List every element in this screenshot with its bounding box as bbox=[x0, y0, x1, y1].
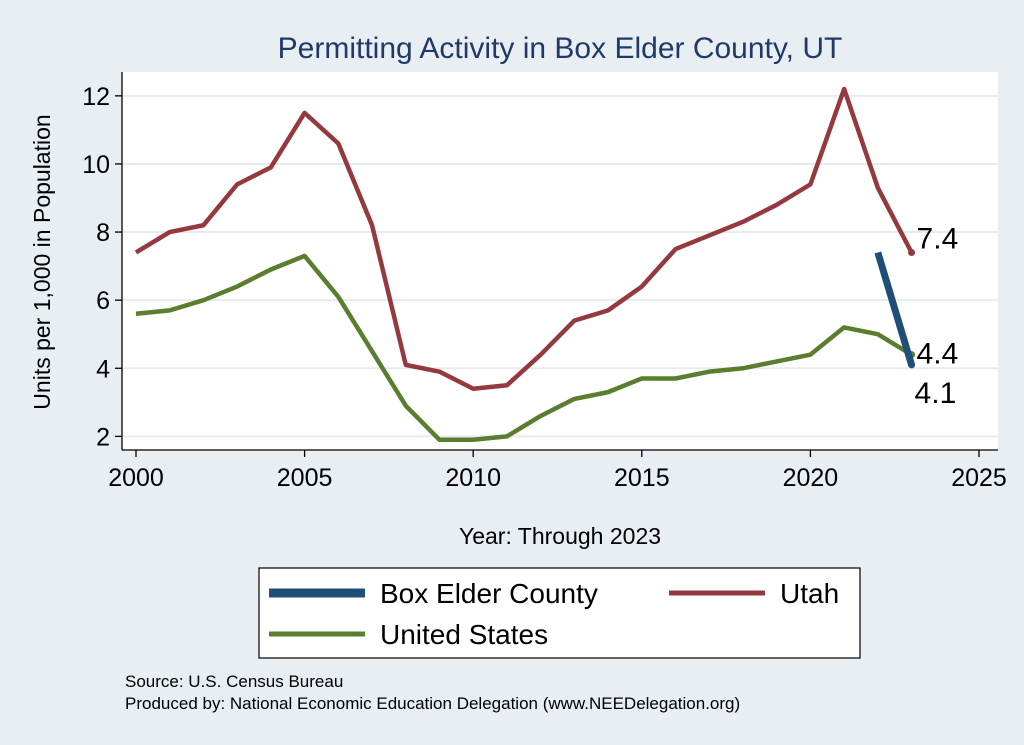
y-tick-label-12: 12 bbox=[82, 83, 110, 111]
y-tick-label-2: 2 bbox=[96, 423, 110, 451]
legend: Box Elder County Utah United States bbox=[258, 567, 861, 659]
x-tick-label-2000: 2000 bbox=[108, 464, 164, 492]
plot-area bbox=[122, 72, 998, 450]
end-label-united-states: 4.4 bbox=[917, 338, 959, 371]
source-note: Source: U.S. Census Bureau bbox=[125, 672, 343, 691]
chart-title: Permitting Activity in Box Elder County,… bbox=[278, 32, 843, 65]
x-axis-title: Year: Through 2023 bbox=[459, 523, 661, 549]
end-label-utah: 7.4 bbox=[917, 222, 959, 255]
legend-label-united-states: United States bbox=[380, 619, 548, 650]
x-tick-label-2015: 2015 bbox=[614, 464, 670, 492]
legend-box bbox=[258, 567, 861, 659]
x-tick-label-2005: 2005 bbox=[277, 464, 333, 492]
axes: 2 4 6 8 10 12 2000 2005 2010 2015 2020 2025 bbox=[82, 72, 1007, 492]
end-labels: 4.1 7.4 4.4 bbox=[915, 222, 959, 409]
y-axis-title: Units per 1,000 in Population bbox=[29, 114, 55, 409]
y-tick-label-10: 10 bbox=[82, 151, 110, 179]
series-line-united-states bbox=[135, 253, 913, 443]
end-point-box-elder-county bbox=[908, 361, 916, 369]
y-tick-label-8: 8 bbox=[96, 219, 110, 247]
series-lines bbox=[134, 86, 916, 443]
y-tick-label-6: 6 bbox=[96, 287, 110, 315]
end-point-utah bbox=[908, 248, 916, 256]
legend-label-box-elder-county: Box Elder County bbox=[380, 578, 598, 609]
y-tick-label-4: 4 bbox=[96, 355, 110, 383]
grid-lines bbox=[122, 94, 998, 438]
series-line-utah bbox=[134, 86, 914, 391]
series-line-box-elder-county bbox=[874, 251, 915, 366]
x-tick-label-2010: 2010 bbox=[445, 464, 501, 492]
x-tick-label-2025: 2025 bbox=[951, 464, 1007, 492]
x-tick-label-2020: 2020 bbox=[783, 464, 839, 492]
end-label-box-elder-county: 4.1 bbox=[915, 377, 957, 410]
produced-by-note: Produced by: National Economic Education… bbox=[125, 694, 740, 713]
legend-label-utah: Utah bbox=[780, 578, 839, 609]
